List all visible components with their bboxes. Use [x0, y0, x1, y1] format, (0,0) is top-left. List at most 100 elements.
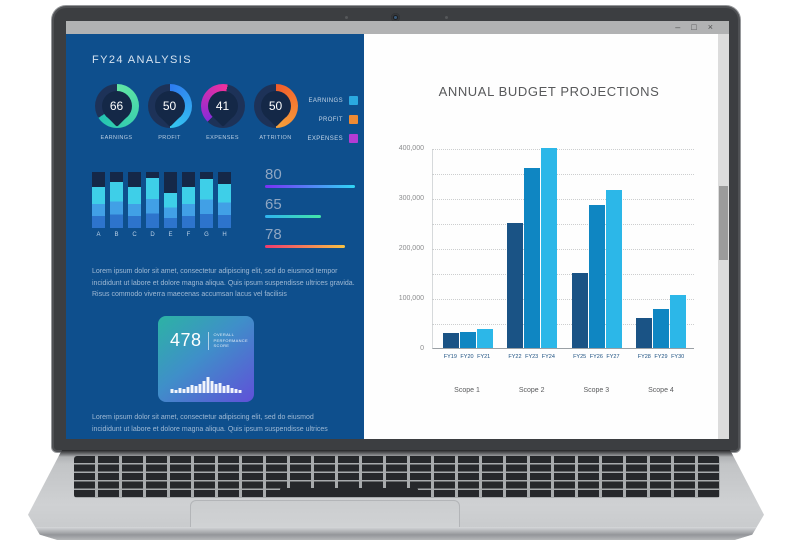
mini-bar-label: E	[168, 232, 173, 238]
laptop-lid: – □ × FY24 ANALYSIS 66 EARNINGS 50 PROFIT 41…	[52, 6, 740, 452]
y-axis-label: 100,000	[398, 295, 424, 302]
score-value: 478	[170, 330, 202, 350]
score-label: OVERALL PERFORMANCE SCORE	[213, 332, 248, 349]
mini-bar	[128, 172, 141, 228]
mini-bar	[218, 172, 231, 228]
panel-paragraph: Lorem ipsum dolor sit amet, consectetur …	[92, 268, 355, 298]
gauge-attrition: 50 ATTRITION	[249, 84, 302, 141]
mini-bar-label: D	[150, 232, 155, 238]
spark-bar	[234, 389, 238, 393]
spark-bar	[174, 390, 178, 393]
gridline	[432, 174, 694, 175]
analysis-panel: FY24 ANALYSIS 66 EARNINGS 50 PROFIT 41 EXPENS…	[66, 34, 364, 439]
stat-line: 78	[265, 226, 355, 248]
spacebar-key[interactable]	[280, 488, 418, 497]
x-label-group: FY28 FY29 FY30	[636, 354, 686, 360]
bar-group	[635, 295, 686, 348]
stat-line: 80	[265, 166, 355, 188]
spark-bar	[182, 389, 186, 393]
x-axis-label: FY20	[460, 354, 474, 360]
scrollbar-thumb[interactable]	[719, 186, 728, 260]
gauge-value: 66	[101, 91, 132, 121]
legend-item: EARNINGS	[307, 96, 358, 105]
stat-gradient-line	[265, 215, 321, 218]
chart-title: ANNUAL BUDGET PROJECTIONS	[438, 84, 660, 99]
bar	[541, 148, 558, 348]
x-label-group: FY22 FY23 FY24	[507, 354, 557, 360]
bar	[669, 295, 686, 348]
gridline	[432, 324, 694, 325]
gauge-profit: 50 PROFIT	[143, 84, 196, 141]
gridline	[432, 299, 694, 300]
spark-bar	[218, 383, 222, 393]
x-axis-label: FY23	[525, 354, 539, 360]
gauge-label: EARNINGS	[100, 135, 133, 141]
mini-bar-label: B	[114, 232, 119, 238]
y-axis-label: 400,000	[398, 145, 424, 152]
bar	[460, 332, 476, 348]
microphone-dot-icon	[445, 16, 448, 19]
scrollbar[interactable]	[718, 34, 729, 439]
stat-value: 80	[265, 166, 282, 183]
gauge-value: 50	[260, 91, 291, 121]
spark-bar	[170, 389, 174, 393]
mini-bar	[110, 172, 123, 228]
bar	[605, 190, 622, 348]
y-axis-label: 300,000	[398, 195, 424, 202]
stat-lines: 80 65 78	[265, 166, 355, 256]
close-button[interactable]: ×	[707, 22, 713, 32]
gauge-ring: 41	[200, 84, 245, 128]
spark-bar	[202, 381, 206, 393]
gauge-earnings: 66 EARNINGS	[90, 84, 143, 141]
gauge-label: PROFIT	[158, 135, 181, 141]
bar-group	[507, 148, 558, 348]
mini-bar-label: C	[132, 232, 137, 238]
group-label: Scope 1	[454, 387, 480, 394]
group-label: Scope 3	[583, 387, 610, 394]
minimize-button[interactable]: –	[675, 22, 681, 32]
webcam-icon	[391, 13, 400, 22]
spark-bar	[206, 377, 210, 393]
legend-label: EARNINGS	[308, 97, 343, 104]
x-axis-label: FY29	[654, 354, 668, 360]
base-front-edge	[28, 527, 764, 540]
bar	[443, 333, 459, 348]
x-axis-label: FY27	[606, 354, 620, 360]
x-axis-label: FY22	[508, 354, 522, 360]
screen: – □ × FY24 ANALYSIS 66 EARNINGS 50 PROFIT 41…	[66, 21, 729, 439]
bar	[571, 273, 588, 348]
mini-bar	[200, 172, 213, 228]
gauge-legend: EARNINGS PROFIT EXPENSES	[307, 96, 358, 153]
gauge-value: 41	[207, 91, 238, 121]
panel-paragraph: Lorem ipsum dolor sit amet, consectetur …	[92, 414, 328, 433]
bar-group	[571, 190, 622, 348]
mini-bar	[164, 172, 177, 228]
gauge-ring: 66	[94, 84, 139, 128]
hinge-shadow	[28, 450, 764, 457]
gauge-label: ATTRITION	[259, 135, 292, 141]
spark-bar	[178, 388, 182, 393]
stat-value: 78	[265, 226, 282, 243]
legend-swatch	[349, 96, 358, 105]
stat-line: 65	[265, 196, 355, 218]
spark-bar	[186, 387, 190, 393]
legend-label: PROFIT	[318, 116, 343, 123]
x-label-group: FY19 FY20 FY21	[442, 354, 492, 360]
bar	[524, 168, 541, 348]
stat-value: 65	[265, 196, 282, 213]
mini-bar-label: F	[186, 232, 191, 238]
score-divider	[207, 331, 209, 350]
x-label-group: FY25 FY26 FY27	[571, 354, 621, 360]
gauge-ring: 50	[147, 84, 192, 128]
spark-bar	[222, 386, 226, 393]
gauge-row: 66 EARNINGS 50 PROFIT 41 EXPENSES 50 ATTRITION	[90, 84, 302, 141]
window-titlebar: – □ ×	[66, 21, 729, 34]
mini-bar	[182, 172, 195, 228]
mini-bar	[92, 172, 105, 228]
spark-bar	[198, 384, 202, 393]
legend-item: EXPENSES	[307, 134, 358, 143]
spark-bar	[190, 385, 194, 393]
window-content: FY24 ANALYSIS 66 EARNINGS 50 PROFIT 41 EXPENS…	[66, 34, 729, 439]
gridline	[432, 199, 694, 200]
restore-button[interactable]: □	[691, 22, 697, 32]
